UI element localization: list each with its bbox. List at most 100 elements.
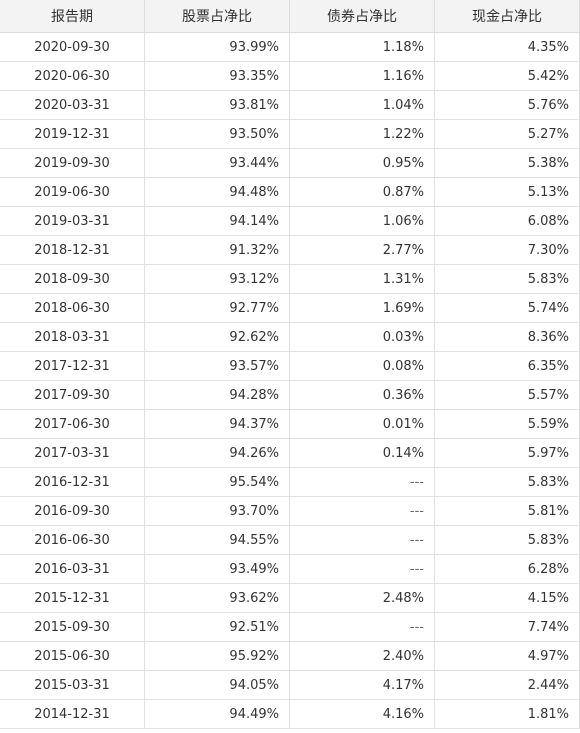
cell-stock-ratio: 91.32% bbox=[144, 235, 290, 265]
cell-cash-ratio: 5.81% bbox=[434, 496, 580, 526]
cell-report-period: 2018-09-30 bbox=[0, 264, 145, 294]
cell-report-period: 2017-03-31 bbox=[0, 438, 145, 468]
cell-bond-ratio: 2.40% bbox=[289, 641, 435, 671]
cell-bond-ratio: 0.36% bbox=[289, 380, 435, 410]
table-row: 2017-03-31 94.26% 0.14% 5.97% bbox=[0, 438, 580, 468]
cell-bond-ratio: 0.03% bbox=[289, 322, 435, 352]
table-row: 2018-09-30 93.12% 1.31% 5.83% bbox=[0, 264, 580, 294]
cell-cash-ratio: 6.08% bbox=[434, 206, 580, 236]
cell-bond-ratio: --- bbox=[289, 467, 435, 497]
cell-report-period: 2019-12-31 bbox=[0, 119, 145, 149]
cell-stock-ratio: 94.37% bbox=[144, 409, 290, 439]
cell-bond-ratio: --- bbox=[289, 525, 435, 555]
table-row: 2020-09-30 93.99% 1.18% 4.35% bbox=[0, 32, 580, 62]
table-row: 2019-12-31 93.50% 1.22% 5.27% bbox=[0, 119, 580, 149]
cell-bond-ratio: --- bbox=[289, 554, 435, 584]
cell-stock-ratio: 94.14% bbox=[144, 206, 290, 236]
cell-stock-ratio: 92.77% bbox=[144, 293, 290, 323]
cell-report-period: 2016-03-31 bbox=[0, 554, 145, 584]
table-header: 报告期 股票占净比 债券占净比 现金占净比 bbox=[0, 0, 580, 33]
cell-cash-ratio: 5.27% bbox=[434, 119, 580, 149]
cell-report-period: 2019-09-30 bbox=[0, 148, 145, 178]
cell-stock-ratio: 94.55% bbox=[144, 525, 290, 555]
cell-stock-ratio: 94.49% bbox=[144, 699, 290, 729]
cell-cash-ratio: 5.42% bbox=[434, 61, 580, 91]
cell-stock-ratio: 93.70% bbox=[144, 496, 290, 526]
cell-bond-ratio: 1.22% bbox=[289, 119, 435, 149]
cell-cash-ratio: 8.36% bbox=[434, 322, 580, 352]
cell-report-period: 2018-12-31 bbox=[0, 235, 145, 265]
table-row: 2020-06-30 93.35% 1.16% 5.42% bbox=[0, 61, 580, 91]
table-row: 2017-06-30 94.37% 0.01% 5.59% bbox=[0, 409, 580, 439]
table-row: 2018-06-30 92.77% 1.69% 5.74% bbox=[0, 293, 580, 323]
cell-cash-ratio: 5.97% bbox=[434, 438, 580, 468]
table-row: 2017-12-31 93.57% 0.08% 6.35% bbox=[0, 351, 580, 381]
cell-stock-ratio: 95.54% bbox=[144, 467, 290, 497]
cell-cash-ratio: 6.28% bbox=[434, 554, 580, 584]
cell-cash-ratio: 4.97% bbox=[434, 641, 580, 671]
cell-stock-ratio: 93.35% bbox=[144, 61, 290, 91]
cell-report-period: 2018-06-30 bbox=[0, 293, 145, 323]
cell-bond-ratio: 1.69% bbox=[289, 293, 435, 323]
cell-report-period: 2015-06-30 bbox=[0, 641, 145, 671]
cell-cash-ratio: 5.83% bbox=[434, 467, 580, 497]
table-row: 2014-12-31 94.49% 4.16% 1.81% bbox=[0, 699, 580, 729]
cell-bond-ratio: 0.14% bbox=[289, 438, 435, 468]
cell-cash-ratio: 5.83% bbox=[434, 525, 580, 555]
cell-stock-ratio: 94.26% bbox=[144, 438, 290, 468]
cell-bond-ratio: 1.18% bbox=[289, 32, 435, 62]
cell-cash-ratio: 7.74% bbox=[434, 612, 580, 642]
cell-report-period: 2016-12-31 bbox=[0, 467, 145, 497]
cell-stock-ratio: 93.62% bbox=[144, 583, 290, 613]
table-row: 2016-09-30 93.70% --- 5.81% bbox=[0, 496, 580, 526]
table-row: 2016-03-31 93.49% --- 6.28% bbox=[0, 554, 580, 584]
table-row: 2018-12-31 91.32% 2.77% 7.30% bbox=[0, 235, 580, 265]
header-report-period[interactable]: 报告期 bbox=[0, 0, 145, 33]
cell-report-period: 2014-12-31 bbox=[0, 699, 145, 729]
cell-stock-ratio: 93.12% bbox=[144, 264, 290, 294]
table-row: 2015-03-31 94.05% 4.17% 2.44% bbox=[0, 670, 580, 700]
cell-bond-ratio: 0.08% bbox=[289, 351, 435, 381]
table-row: 2020-03-31 93.81% 1.04% 5.76% bbox=[0, 90, 580, 120]
cell-report-period: 2020-03-31 bbox=[0, 90, 145, 120]
cell-stock-ratio: 94.28% bbox=[144, 380, 290, 410]
cell-bond-ratio: 4.16% bbox=[289, 699, 435, 729]
table-row: 2015-06-30 95.92% 2.40% 4.97% bbox=[0, 641, 580, 671]
table-row: 2019-06-30 94.48% 0.87% 5.13% bbox=[0, 177, 580, 207]
cell-stock-ratio: 93.57% bbox=[144, 351, 290, 381]
cell-report-period: 2019-03-31 bbox=[0, 206, 145, 236]
header-row: 报告期 股票占净比 债券占净比 现金占净比 bbox=[0, 0, 580, 33]
cell-cash-ratio: 5.76% bbox=[434, 90, 580, 120]
header-cash-ratio[interactable]: 现金占净比 bbox=[434, 0, 580, 33]
cell-bond-ratio: 1.31% bbox=[289, 264, 435, 294]
cell-stock-ratio: 93.99% bbox=[144, 32, 290, 62]
table-row: 2016-06-30 94.55% --- 5.83% bbox=[0, 525, 580, 555]
cell-bond-ratio: 1.04% bbox=[289, 90, 435, 120]
cell-bond-ratio: 2.77% bbox=[289, 235, 435, 265]
cell-bond-ratio: 1.06% bbox=[289, 206, 435, 236]
header-stock-ratio[interactable]: 股票占净比 bbox=[144, 0, 290, 33]
cell-report-period: 2018-03-31 bbox=[0, 322, 145, 352]
cell-cash-ratio: 5.13% bbox=[434, 177, 580, 207]
cell-stock-ratio: 95.92% bbox=[144, 641, 290, 671]
cell-stock-ratio: 93.44% bbox=[144, 148, 290, 178]
header-bond-ratio[interactable]: 债券占净比 bbox=[289, 0, 435, 33]
cell-cash-ratio: 5.57% bbox=[434, 380, 580, 410]
cell-stock-ratio: 93.50% bbox=[144, 119, 290, 149]
cell-report-period: 2016-06-30 bbox=[0, 525, 145, 555]
cell-bond-ratio: 2.48% bbox=[289, 583, 435, 613]
cell-cash-ratio: 6.35% bbox=[434, 351, 580, 381]
table-row: 2015-12-31 93.62% 2.48% 4.15% bbox=[0, 583, 580, 613]
cell-report-period: 2020-09-30 bbox=[0, 32, 145, 62]
cell-report-period: 2016-09-30 bbox=[0, 496, 145, 526]
table-row: 2019-09-30 93.44% 0.95% 5.38% bbox=[0, 148, 580, 178]
cell-cash-ratio: 1.81% bbox=[434, 699, 580, 729]
cell-bond-ratio: 0.87% bbox=[289, 177, 435, 207]
cell-report-period: 2020-06-30 bbox=[0, 61, 145, 91]
cell-report-period: 2017-06-30 bbox=[0, 409, 145, 439]
cell-bond-ratio: --- bbox=[289, 496, 435, 526]
cell-cash-ratio: 4.35% bbox=[434, 32, 580, 62]
cell-stock-ratio: 92.62% bbox=[144, 322, 290, 352]
table-row: 2017-09-30 94.28% 0.36% 5.57% bbox=[0, 380, 580, 410]
cell-cash-ratio: 5.59% bbox=[434, 409, 580, 439]
